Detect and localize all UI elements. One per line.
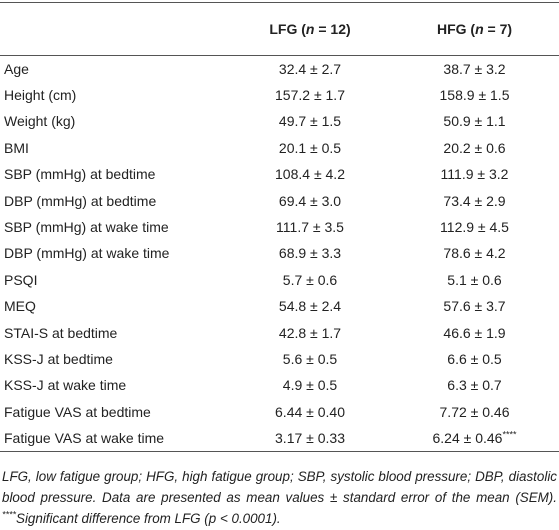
column-header: LFG (n = 12) bbox=[230, 3, 390, 56]
cell-value: 3.17 ± 0.33 bbox=[275, 429, 345, 446]
cell-value: 57.6 ± 3.7 bbox=[443, 298, 506, 315]
cell-value: 112.9 ± 4.5 bbox=[440, 219, 509, 236]
cell-value: 6.6 ± 0.5 bbox=[447, 350, 502, 367]
text-piece: n bbox=[305, 21, 315, 37]
table-row: SBP (mmHg) at bedtime 108.4 ± 4.2 111.9 ± … bbox=[0, 161, 559, 187]
table-row: DBP (mmHg) at bedtime 69.4 ± 3.0 73.4 ± 2.… bbox=[0, 187, 559, 213]
cell-value: 49.7 ± 1.5 bbox=[278, 113, 342, 130]
text-piece: 6.24 ± 0.46 bbox=[432, 429, 503, 446]
cell-value: 5.6 ± 0.5 bbox=[282, 350, 338, 367]
cell-value: 20.2 ± 0.6 bbox=[443, 139, 506, 156]
cell-value: 6.3 ± 0.7 bbox=[447, 377, 502, 394]
cell-value: 42.8 ± 1.7 bbox=[278, 324, 342, 341]
row-label: DBP (mmHg) at bedtime bbox=[4, 192, 157, 209]
row-label: KSS-J at wake time bbox=[4, 377, 127, 394]
text-piece: = 7) bbox=[483, 21, 513, 37]
table-row: Fatigue VAS at bedtime 6.44 ± 0.40 7.72 ± … bbox=[0, 399, 559, 425]
cell-value: 4.9 ± 0.5 bbox=[282, 377, 338, 394]
cell-value: 68.9 ± 3.3 bbox=[278, 245, 342, 262]
table-row: DBP (mmHg) at wake time 68.9 ± 3.3 78.6 ± … bbox=[0, 240, 559, 266]
cell-value: 5.1 ± 0.6 bbox=[447, 271, 502, 288]
text-piece: HFG ( bbox=[436, 21, 476, 37]
text-piece: Significant difference from LFG ( bbox=[16, 510, 209, 526]
cell-value: 6.24 ± 0.46**** bbox=[390, 425, 559, 451]
cell-value: 38.7 ± 3.2 bbox=[443, 60, 506, 77]
cell-value: 157.2 ± 1.7 bbox=[275, 87, 345, 104]
cell-value: 5.7 ± 0.6 bbox=[282, 271, 338, 288]
row-label: STAI-S at bedtime bbox=[4, 324, 118, 341]
text-piece: LFG, low fatigue group; HFG, high fatigu… bbox=[2, 468, 557, 505]
table-row: Height (cm) 157.2 ± 1.7 158.9 ± 1.5 bbox=[0, 82, 559, 108]
row-label: Fatigue VAS at wake time bbox=[4, 429, 165, 446]
row-label: PSQI bbox=[4, 271, 38, 288]
cell-value: 20.1 ± 0.5 bbox=[278, 139, 342, 156]
data-table: LFG (n = 12) HFG (n = 7) Age 32.4 ± 2.7 38.… bbox=[0, 2, 559, 452]
cell-value: 7.72 ± 0.46 bbox=[439, 403, 510, 420]
row-label: Fatigue VAS at bedtime bbox=[4, 403, 151, 420]
table-row: SBP (mmHg) at wake time 111.7 ± 3.5 112.9 … bbox=[0, 214, 559, 240]
table-row: PSQI 5.7 ± 0.6 5.1 ± 0.6 bbox=[0, 267, 559, 293]
text-piece: LFG ( bbox=[269, 21, 306, 37]
row-label: Weight (kg) bbox=[4, 113, 76, 130]
row-label: SBP (mmHg) at bedtime bbox=[4, 166, 156, 183]
text-piece: < 0.0001). bbox=[216, 510, 281, 526]
cell-value: 73.4 ± 2.9 bbox=[443, 192, 506, 209]
text-piece: **** bbox=[502, 429, 517, 440]
cell-value: 6.44 ± 0.40 bbox=[275, 403, 345, 420]
text-piece: = 12) bbox=[314, 21, 351, 37]
cell-value: 78.6 ± 4.2 bbox=[443, 245, 506, 262]
column-header: HFG (n = 7) bbox=[390, 3, 559, 56]
table-row: STAI-S at bedtime 42.8 ± 1.7 46.6 ± 1.9 bbox=[0, 319, 559, 345]
table-body: Age 32.4 ± 2.7 38.7 ± 3.2 Height (cm) 157.2 … bbox=[0, 56, 559, 452]
cell-value: 50.9 ± 1.1 bbox=[443, 113, 506, 130]
row-label: SBP (mmHg) at wake time bbox=[4, 219, 169, 236]
cell-value: 158.9 ± 1.5 bbox=[439, 87, 510, 104]
table-row: BMI 20.1 ± 0.5 20.2 ± 0.6 bbox=[0, 135, 559, 161]
cell-value: 46.6 ± 1.9 bbox=[443, 324, 506, 341]
table-row: Age 32.4 ± 2.7 38.7 ± 3.2 bbox=[0, 56, 559, 82]
cell-value: 108.4 ± 4.2 bbox=[275, 166, 345, 183]
footnote: LFG, low fatigue group; HFG, high fatigu… bbox=[0, 466, 559, 529]
table-row: Weight (kg) 49.7 ± 1.5 50.9 ± 1.1 bbox=[0, 108, 559, 134]
cell-value: 69.4 ± 3.0 bbox=[278, 192, 342, 209]
row-label: BMI bbox=[4, 139, 29, 156]
text-piece: n bbox=[475, 21, 484, 37]
table-row: KSS-J at wake time 4.9 ± 0.5 6.3 ± 0.7 bbox=[0, 372, 559, 398]
text-piece: p bbox=[208, 510, 217, 526]
cell-value: 111.7 ± 3.5 bbox=[276, 219, 344, 236]
cell-value: 54.8 ± 2.4 bbox=[278, 298, 342, 315]
cell-value: 111.9 ± 3.2 bbox=[440, 166, 509, 183]
cell-value: 32.4 ± 2.7 bbox=[278, 60, 342, 77]
row-label: Height (cm) bbox=[4, 87, 77, 104]
row-label: KSS-J at bedtime bbox=[4, 350, 113, 367]
row-label: Age bbox=[4, 60, 29, 77]
table-row: Fatigue VAS at wake time 3.17 ± 0.33 6.24 … bbox=[0, 425, 559, 452]
header-row: LFG (n = 12) HFG (n = 7) bbox=[0, 2, 559, 56]
header-empty bbox=[0, 3, 230, 56]
text-piece: **** bbox=[2, 509, 17, 520]
table-row: MEQ 54.8 ± 2.4 57.6 ± 3.7 bbox=[0, 293, 559, 319]
row-label: MEQ bbox=[4, 298, 36, 315]
row-label: DBP (mmHg) at wake time bbox=[4, 245, 170, 262]
table-row: KSS-J at bedtime 5.6 ± 0.5 6.6 ± 0.5 bbox=[0, 346, 559, 372]
